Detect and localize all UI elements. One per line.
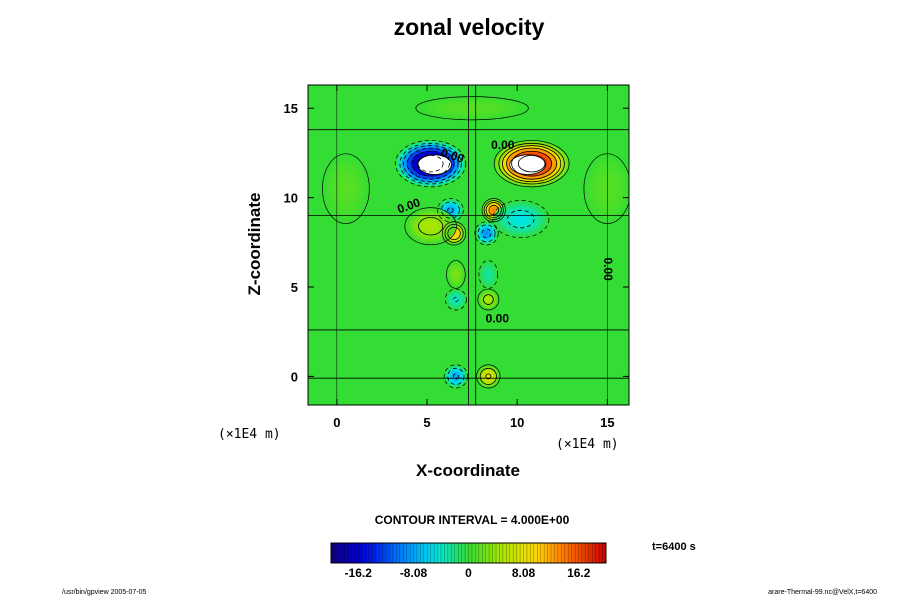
y-tick-label: 0 — [291, 369, 298, 384]
contour-ring — [481, 228, 492, 239]
colorbar-tick-label: 16.2 — [567, 566, 591, 580]
contour-ring — [443, 364, 468, 389]
contour-ring — [485, 202, 502, 219]
field-cell — [484, 231, 489, 235]
field-cell — [516, 216, 525, 222]
x-axis-label: X-coordinate — [416, 461, 520, 480]
contour-ring — [511, 150, 553, 177]
contour-ring — [395, 140, 467, 188]
field-shading — [323, 97, 629, 388]
chart-title: zonal velocity — [393, 14, 545, 40]
contour-ring — [447, 207, 454, 214]
footer-left-text: /usr/bin/gpview 2005-07-05 — [62, 589, 147, 596]
colorbar-tick-label: -8.08 — [400, 566, 428, 580]
contour-ring — [482, 294, 494, 305]
contour-ring — [446, 260, 466, 289]
contour-ring — [452, 373, 459, 380]
field-cell — [486, 298, 490, 301]
y-tick-label: 5 — [291, 280, 298, 295]
contour-ring — [502, 145, 562, 183]
footer-right-text: arare-Thermal-99.nc@VelX,t=6400 — [768, 589, 877, 596]
contour-ring — [485, 373, 492, 380]
contour-ring — [437, 198, 464, 223]
contour-ring — [492, 200, 550, 239]
contour-ring — [481, 198, 506, 223]
colorbar-tick-label: -16.2 — [345, 566, 373, 580]
contour-ring — [493, 140, 570, 188]
contour-ring — [583, 153, 629, 224]
contour-label: 0.00 — [491, 138, 515, 152]
contour-labels: 0.000.000.000.000.00 — [395, 138, 615, 325]
field-cell — [492, 208, 496, 212]
contour-ring — [506, 147, 558, 180]
contour-ring — [477, 288, 500, 311]
plot-frame — [307, 84, 630, 406]
field-cell — [487, 272, 490, 277]
contour-ring — [447, 367, 465, 385]
field-cell — [454, 272, 458, 277]
contour-ring — [488, 204, 500, 216]
y-unit-note: (×1E4 m) — [218, 427, 281, 442]
contour-label: 0.00 — [486, 311, 510, 325]
contour-ring — [418, 217, 444, 236]
field-cell — [342, 183, 350, 194]
y-tick-label: 10 — [284, 191, 298, 206]
colorbar-tick-label: 0 — [465, 566, 472, 580]
contour-ring — [476, 364, 501, 389]
contour-ring — [411, 150, 450, 177]
contour-ring — [483, 200, 504, 221]
contour-ring — [417, 155, 444, 173]
field-cell — [454, 374, 458, 378]
contour-ring — [479, 367, 497, 385]
contour-ring — [478, 260, 499, 289]
y-axis-label: Z-coordinate — [245, 192, 264, 296]
y-tick-label: 15 — [284, 101, 298, 116]
contour-ring — [517, 155, 546, 173]
contour-interval-label: CONTOUR INTERVAL = 4.000E+00 — [374, 513, 570, 527]
colorbar: -16.2 -8.08 0 8.08 16.2 — [330, 542, 607, 580]
field-cell — [448, 208, 453, 212]
contour-ring — [402, 145, 459, 183]
field-cell — [464, 106, 480, 110]
contour-ring — [404, 207, 457, 246]
x-tick-label: 0 — [333, 415, 340, 430]
contour-ring — [444, 223, 464, 243]
contour-label: 0.00 — [601, 257, 615, 281]
contour-label: 0.00 — [439, 145, 466, 166]
x-tick-label: 10 — [510, 415, 524, 430]
contour-ring — [406, 147, 455, 180]
contour-ring — [399, 142, 462, 185]
contour-lines — [308, 85, 629, 405]
axes: 0 5 10 15 0 5 10 15 — [284, 85, 629, 430]
contour-ring — [444, 288, 467, 311]
saturated-core — [509, 154, 546, 175]
x-tick-label: 15 — [600, 415, 614, 430]
contour-ring — [498, 142, 565, 185]
contour-ring — [477, 224, 496, 243]
x-tick-label: 5 — [423, 415, 430, 430]
contour-ring — [442, 221, 467, 246]
contour-ring — [474, 221, 499, 246]
field-cell — [454, 298, 458, 301]
field-cell — [427, 223, 435, 229]
contour-ring — [447, 226, 461, 240]
colorbar-tick-label: 8.08 — [512, 566, 536, 580]
field-cell — [486, 374, 490, 378]
contour-ring — [322, 153, 370, 224]
contour-ring — [507, 209, 535, 229]
time-label: t=6400 s — [652, 541, 696, 553]
x-unit-note: (×1E4 m) — [556, 437, 619, 452]
contour-ring — [453, 296, 459, 303]
contour-ring — [415, 96, 529, 121]
